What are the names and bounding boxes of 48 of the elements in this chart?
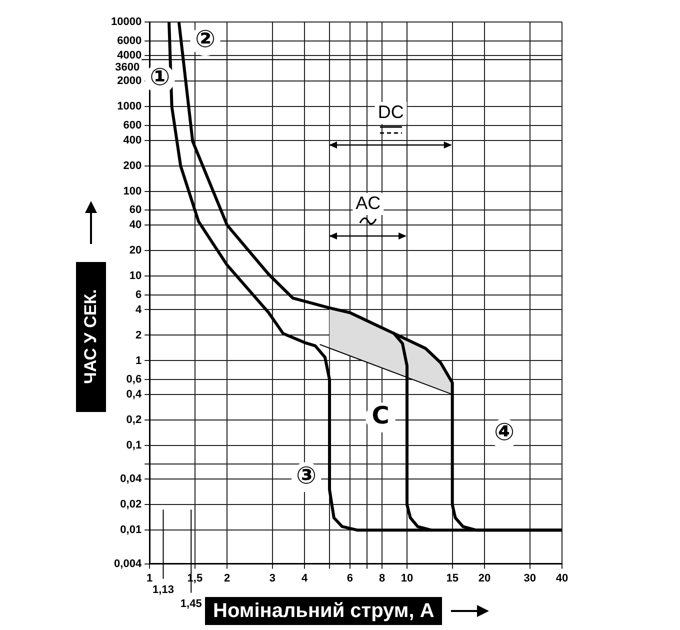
y-tick-label: 4000	[117, 50, 142, 62]
y-tick-label: 6	[135, 288, 142, 301]
x-tick-label: 2	[224, 572, 230, 584]
y-tick-label: 10000	[110, 16, 142, 28]
y-tick-label: 100	[123, 185, 142, 198]
y-tick-label: 0,6	[126, 374, 142, 386]
y-tick-label: 1000	[117, 100, 142, 113]
y-tick-label: 400	[123, 134, 142, 146]
y-tick-label: 600	[123, 120, 142, 132]
x-tick-label: 30	[524, 572, 536, 584]
x-tick-label: 1	[146, 572, 153, 584]
y-tick-label: 0,04	[120, 473, 142, 486]
annotation: AC	[356, 192, 381, 213]
annotation: C	[372, 402, 390, 430]
y-tick-label: 0,1	[126, 439, 142, 452]
y-tick-label: 4	[135, 304, 142, 316]
y-tick-label: 10	[129, 270, 142, 282]
ref-line-label: 1,45	[180, 598, 202, 610]
y-tick-label: 0,02	[120, 498, 142, 511]
y-tick-label: 1	[135, 354, 142, 367]
y-tick-label: 60	[129, 204, 142, 216]
annotation: ③	[296, 461, 316, 490]
y-tick-label: 40	[129, 219, 142, 232]
y-tick-label: 0,01	[120, 524, 142, 536]
y-tick-label: 6000	[117, 34, 142, 47]
y-tick-label: 2	[135, 329, 142, 342]
x-tick-label: 40	[556, 572, 568, 584]
y-tick-label: 0,2	[126, 414, 142, 426]
ref-line-label: 3600	[115, 62, 140, 74]
y-tick-label: 2000	[117, 75, 142, 88]
x-tick-label: 15	[446, 572, 458, 584]
y-tick-label: 200	[123, 160, 142, 172]
annotation: ②	[195, 25, 216, 54]
x-tick-label: 3	[269, 572, 276, 584]
y-tick-label: 0,004	[114, 558, 142, 570]
annotation: ④	[494, 418, 514, 446]
y-tick-label: 20	[129, 244, 142, 257]
x-axis-title: Номінальний струм, А	[205, 597, 442, 625]
annotation: ①	[150, 63, 170, 92]
x-tick-label: 4	[302, 572, 309, 584]
x-tick-label: 20	[478, 572, 491, 584]
y-tick-label: 0,4	[126, 388, 142, 400]
x-tick-label: 6	[346, 572, 353, 584]
ref-line-label: 1,13	[152, 584, 174, 596]
x-tick-label: 8	[379, 572, 386, 584]
x-tick-label: 10	[400, 572, 414, 584]
annotation: DC	[378, 102, 404, 122]
y-axis-title: ЧАС У СЕК.	[76, 262, 106, 412]
